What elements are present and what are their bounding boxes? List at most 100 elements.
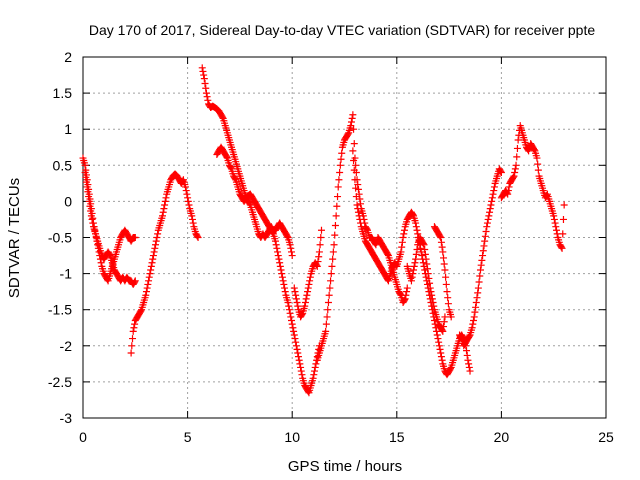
data-point: [279, 277, 287, 285]
data-point: [83, 183, 91, 191]
chart-title: Day 170 of 2017, Sidereal Day-to-day VTE…: [89, 22, 596, 38]
data-point: [477, 261, 485, 269]
data-point: [322, 327, 330, 335]
data-point: [513, 153, 521, 161]
x-axis-label: GPS time / hours: [288, 458, 402, 475]
data-point: [446, 365, 454, 373]
data-point: [278, 270, 286, 278]
data-point: [466, 367, 474, 375]
data-point: [465, 332, 473, 340]
data-point: [475, 278, 483, 286]
data-point: [317, 226, 325, 234]
data-point: [402, 291, 410, 299]
data-point: [509, 173, 517, 181]
data-point: [161, 201, 169, 209]
data-point: [325, 291, 333, 299]
data-point: [530, 146, 538, 154]
data-point: [497, 169, 505, 177]
data-point: [354, 181, 362, 189]
data-series: [403, 234, 449, 335]
data-point: [317, 234, 325, 241]
data-point: [440, 254, 448, 262]
data-point: [559, 215, 567, 223]
data-point: [142, 288, 150, 296]
data-point: [84, 188, 92, 196]
y-tick-label: -1: [60, 266, 73, 282]
data-point: [371, 240, 379, 248]
data-point: [352, 161, 360, 169]
data-series: [127, 170, 202, 357]
data-point: [311, 367, 319, 375]
data-point: [423, 265, 431, 273]
data-point: [288, 248, 296, 256]
data-point: [201, 79, 209, 87]
data-point: [88, 215, 96, 223]
data-point: [421, 246, 429, 254]
data-point: [145, 273, 153, 281]
data-point: [533, 154, 541, 162]
data-point: [278, 273, 286, 281]
data-point: [440, 318, 448, 326]
data-point: [442, 273, 450, 281]
data-point: [331, 221, 339, 229]
data-point: [471, 308, 479, 316]
data-point: [552, 226, 560, 234]
data-point: [534, 160, 542, 168]
data-point: [338, 149, 346, 157]
data-point: [288, 317, 296, 325]
data-point: [430, 302, 438, 310]
data-point: [291, 288, 299, 296]
data-point: [231, 175, 239, 183]
data-point: [524, 146, 532, 154]
data-point: [327, 277, 335, 285]
data-point: [271, 237, 279, 245]
data-point: [81, 169, 89, 177]
data-point: [285, 302, 293, 310]
data-point: [324, 298, 332, 306]
data-point: [297, 363, 305, 371]
data-point: [148, 259, 156, 267]
data-point: [481, 237, 489, 245]
data-point: [355, 212, 363, 220]
data-point: [428, 295, 436, 303]
data-point: [440, 260, 448, 268]
data-point: [412, 255, 420, 263]
data-point: [463, 351, 471, 359]
data-point: [332, 212, 340, 220]
data-series: [290, 226, 325, 321]
data-point: [143, 284, 151, 292]
data-point: [188, 215, 196, 223]
data-point: [131, 278, 139, 286]
data-point: [350, 125, 358, 133]
data-point: [410, 262, 418, 270]
data-point: [420, 241, 428, 249]
data-point: [483, 223, 491, 231]
data-point: [483, 219, 491, 227]
data-point: [281, 288, 289, 296]
data-point: [396, 290, 404, 298]
data-point: [481, 232, 489, 240]
data-point: [306, 277, 314, 285]
data-point: [418, 252, 426, 260]
data-point: [511, 169, 519, 177]
data-point: [384, 276, 392, 284]
data-point: [424, 270, 432, 278]
data-point: [351, 176, 359, 184]
data-point: [427, 288, 435, 296]
data-point: [560, 201, 568, 209]
data-point: [497, 167, 505, 175]
data-series: [313, 111, 411, 364]
data-point: [292, 338, 300, 346]
axis-ticks: 0 5 10 15 20 25 -3 -2.5 -2 -1.5 -1 -0.5 0 0.5 1 1.5 2: [48, 49, 614, 445]
data-point: [179, 177, 187, 185]
data-point: [294, 353, 302, 361]
data-series: [213, 143, 323, 397]
data-point: [294, 302, 302, 310]
data-point: [290, 327, 298, 335]
data-point: [335, 176, 343, 184]
data-point: [334, 183, 342, 191]
data-point: [429, 298, 437, 306]
data-point: [438, 326, 446, 334]
data-point: [330, 241, 338, 249]
data-point: [333, 202, 341, 210]
